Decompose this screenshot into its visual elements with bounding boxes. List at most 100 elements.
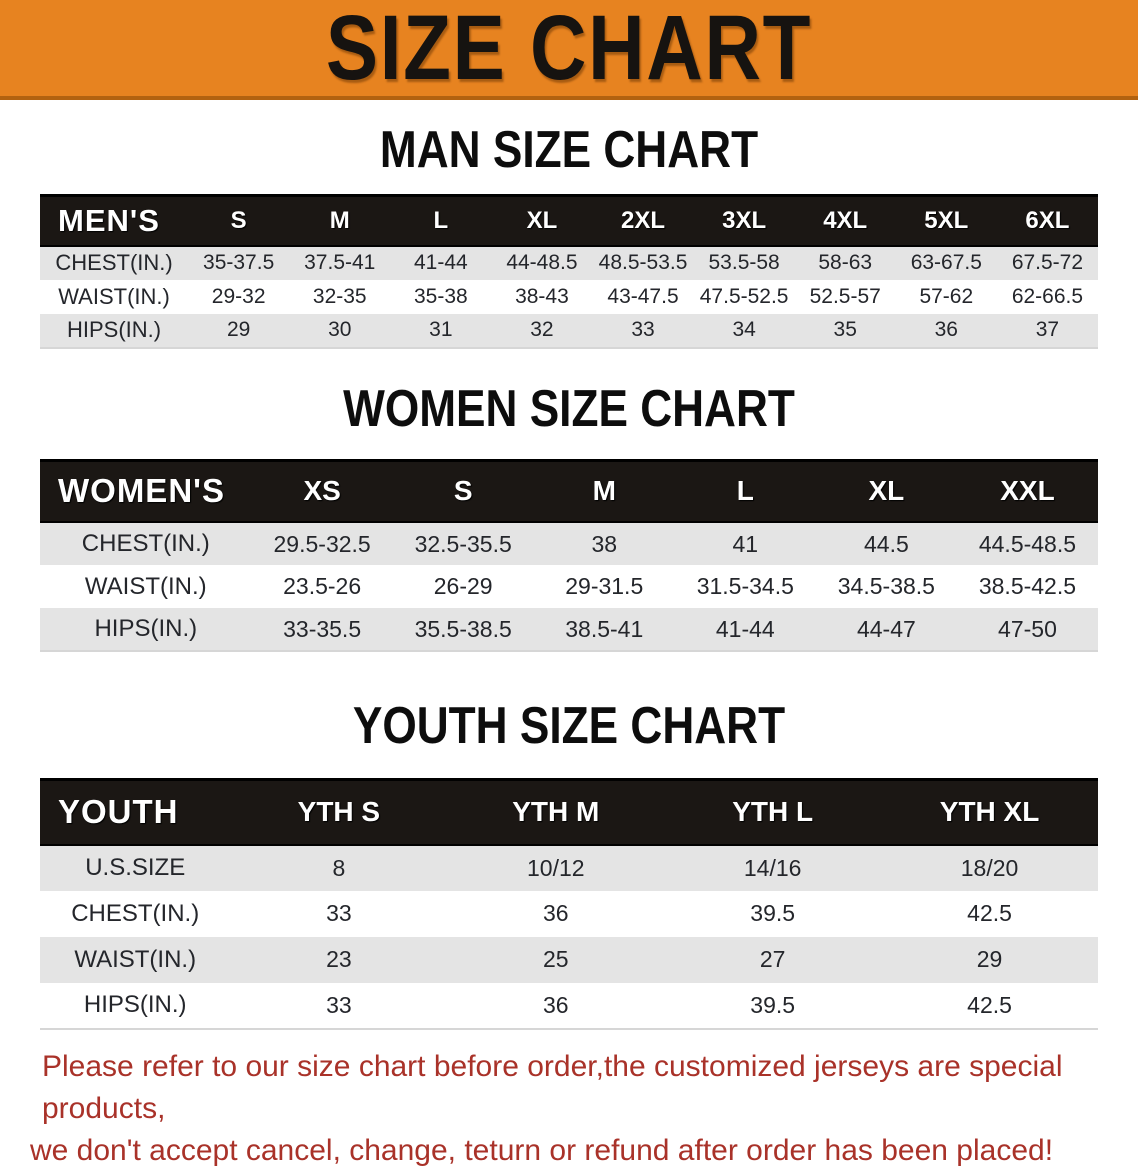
men-size-table: MEN'S S M L XL 2XL 3XL 4XL 5XL 6XL CHEST(IN.) 35-37… [40, 194, 1098, 349]
cell-value: 32.5-35.5 [414, 530, 512, 557]
cell-value: 37.5-41 [304, 251, 376, 274]
cell-value: 39.5 [750, 991, 796, 1018]
column-header: 2XL [592, 194, 694, 247]
women-size-table: WOMEN'S XS S M L XL XXL CHEST(IN.) 29.5-32.5 32.5… [40, 458, 1098, 652]
cell-value: 35 [833, 318, 857, 341]
footer-note: Please refer to our size chart before or… [30, 1046, 1138, 1172]
column-header: XL [491, 194, 593, 247]
cell-value: 63-67.5 [910, 251, 982, 274]
row-label: CHEST(IN.) [55, 250, 173, 275]
cell-value: 35.5-38.5 [414, 615, 512, 642]
cell-value: 35-37.5 [203, 251, 275, 274]
cell-value: 67.5-72 [1011, 251, 1084, 274]
cell-value: 33 [326, 900, 352, 926]
cell-value: 42.5 [967, 991, 1012, 1018]
cell-value: 42.5 [967, 900, 1012, 926]
man-size-heading: MAN SIZE CHART [379, 121, 759, 179]
cell-value: 29-31.5 [565, 573, 644, 599]
table-header-row: MEN'S S M L XL 2XL 3XL 4XL 5XL 6XL [40, 194, 1098, 247]
cell-value: 53.5-58 [708, 251, 780, 274]
row-label: CHEST(IN.) [81, 530, 210, 557]
table-row: WAIST(IN.) 29-32 32-35 35-38 38-43 43-47.5 47.… [40, 279, 1098, 314]
row-label: WAIST(IN.) [58, 283, 170, 309]
cell-value: 29 [976, 946, 1003, 972]
cell-value: 30 [328, 318, 352, 341]
column-header: YTH L [664, 778, 882, 846]
row-label: WAIST(IN.) [74, 945, 197, 973]
youth-size-section: YOUTH SIZE CHART YOUTH YTH S YTH M YTH L YTH… [0, 700, 1138, 1030]
table-group-label: WOMEN'S [40, 458, 252, 523]
row-label: U.S.SIZE [85, 854, 186, 881]
cell-value: 38.5-41 [565, 615, 644, 642]
row-label: HIPS(IN.) [83, 991, 187, 1018]
cell-value: 34.5-38.5 [837, 573, 935, 599]
cell-value: 41-44 [413, 251, 468, 274]
table-row: HIPS(IN.) 33-35.5 35.5-38.5 38.5-41 41-44 44-… [40, 608, 1098, 651]
cell-value: 47-50 [998, 615, 1057, 642]
column-header: M [289, 194, 391, 247]
cell-value: 47.5-52.5 [699, 284, 789, 308]
cell-value: 44.5-48.5 [978, 530, 1077, 557]
table-group-label: MEN'S [40, 194, 189, 247]
column-header: L [390, 194, 492, 247]
cell-value: 32 [530, 318, 554, 341]
column-header: M [533, 458, 675, 523]
column-header: S [188, 194, 290, 247]
cell-value: 33-35.5 [283, 615, 362, 642]
cell-value: 14/16 [743, 854, 802, 881]
cell-value: 31 [429, 318, 453, 341]
cell-value: 57-62 [919, 284, 974, 308]
youth-size-table: YOUTH YTH S YTH M YTH L YTH XL U.S.SIZE 8 10/12… [40, 778, 1098, 1030]
cell-value: 33 [631, 318, 655, 341]
table-row: WAIST(IN.) 23.5-26 26-29 29-31.5 31.5-34.5 34… [40, 565, 1098, 608]
table-row: CHEST(IN.) 35-37.5 37.5-41 41-44 44-48.5 48.5… [40, 245, 1098, 280]
footer-note-line-2: we don't accept cancel, change, teturn o… [30, 1133, 1054, 1167]
cell-value: 44-47 [856, 615, 916, 642]
column-header: 4XL [794, 194, 896, 247]
table-row: WAIST(IN.) 23 25 27 29 [40, 936, 1098, 983]
cell-value: 39.5 [750, 900, 796, 926]
column-header: 6XL [996, 194, 1098, 247]
cell-value: 33 [326, 991, 352, 1018]
cell-value: 41 [732, 530, 759, 557]
column-header: XL [815, 458, 957, 523]
cell-value: 29.5-32.5 [273, 530, 371, 557]
column-header: L [674, 458, 816, 523]
cell-value: 32-35 [312, 284, 367, 308]
cell-value: 48.5-53.5 [598, 251, 688, 274]
cell-value: 29-32 [211, 284, 266, 308]
column-header: XXL [956, 458, 1098, 523]
cell-value: 36 [542, 991, 569, 1018]
table-row: U.S.SIZE 8 10/12 14/16 18/20 [40, 844, 1098, 891]
cell-value: 36 [934, 318, 958, 341]
cell-value: 38.5-42.5 [978, 573, 1077, 599]
cell-value: 26-29 [433, 573, 493, 599]
cell-value: 44-48.5 [506, 251, 578, 274]
cell-value: 29 [226, 318, 251, 341]
cell-value: 27 [759, 946, 786, 972]
row-label: WAIST(IN.) [84, 572, 207, 600]
cell-value: 8 [332, 854, 346, 881]
row-label: HIPS(IN.) [94, 615, 198, 642]
table-row: HIPS(IN.) 33 36 39.5 42.5 [40, 982, 1098, 1029]
cell-value: 10/12 [526, 854, 585, 881]
cell-value: 38 [591, 530, 618, 557]
women-size-heading: WOMEN SIZE CHART [343, 379, 795, 438]
cell-value: 62-66.5 [1011, 284, 1084, 308]
banner-title: SIZE CHART [325, 0, 813, 99]
cell-value: 23.5-26 [283, 573, 362, 599]
cell-value: 36 [542, 900, 569, 926]
table-row: CHEST(IN.) 29.5-32.5 32.5-35.5 38 41 44.5 44.5… [40, 522, 1098, 565]
table-group-label: YOUTH [40, 778, 231, 846]
cell-value: 44.5 [863, 530, 909, 557]
cell-value: 34 [732, 318, 756, 341]
cell-value: 41-44 [715, 615, 775, 642]
table-row: CHEST(IN.) 33 36 39.5 42.5 [40, 890, 1098, 937]
cell-value: 38-43 [515, 284, 569, 308]
cell-value: 23 [326, 946, 352, 972]
footer-note-line-1: Please refer to our size chart before or… [42, 1049, 1063, 1125]
cell-value: 18/20 [960, 854, 1019, 881]
cell-value: 43-47.5 [607, 284, 679, 308]
banner: SIZE CHART [0, 0, 1138, 100]
